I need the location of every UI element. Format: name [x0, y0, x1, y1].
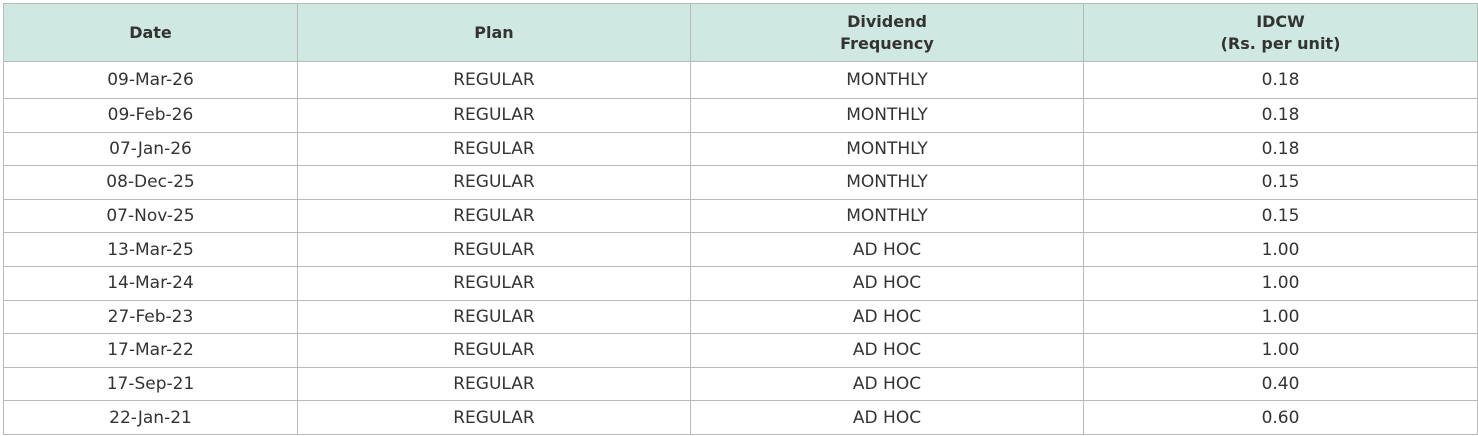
table-cell: 1.00 [1083, 299, 1478, 335]
table-cell: REGULAR [297, 232, 691, 267]
table-cell: REGULAR [297, 265, 691, 301]
table-cell: 07-Jan-26 [3, 131, 298, 167]
table-row: 14-Mar-24 REGULAR AD HOC 1.00 [3, 265, 1478, 301]
table-cell: 09-Mar-26 [3, 61, 298, 99]
table-cell: 27-Feb-23 [3, 299, 298, 335]
table-cell: REGULAR [297, 366, 691, 402]
table-cell: MONTHLY [690, 131, 1084, 167]
table-row: 07-Nov-25 REGULAR MONTHLY 0.15 [3, 198, 1478, 234]
table-cell: MONTHLY [690, 98, 1084, 133]
table-row: 13-Mar-25 REGULAR AD HOC 1.00 [3, 232, 1478, 267]
column-header: Date [3, 3, 298, 62]
table-cell: REGULAR [297, 333, 691, 368]
table-cell: AD HOC [690, 299, 1084, 335]
table-cell: MONTHLY [690, 165, 1084, 200]
table-cell: REGULAR [297, 400, 691, 435]
table-cell: 1.00 [1083, 333, 1478, 368]
table-cell: REGULAR [297, 165, 691, 200]
table-cell: 0.18 [1083, 98, 1478, 133]
table-cell: 13-Mar-25 [3, 232, 298, 267]
table-cell: 1.00 [1083, 265, 1478, 301]
table-cell: 08-Dec-25 [3, 165, 298, 200]
table-cell: 0.18 [1083, 61, 1478, 99]
table-row: 07-Jan-26 REGULAR MONTHLY 0.18 [3, 131, 1478, 167]
table-cell: 1.00 [1083, 232, 1478, 267]
table-cell: MONTHLY [690, 61, 1084, 99]
table-cell: AD HOC [690, 366, 1084, 402]
table-body: 09-Mar-26 REGULAR MONTHLY 0.18 09-Feb-26 REGU… [3, 61, 1478, 435]
table-cell: AD HOC [690, 232, 1084, 267]
table-cell: 07-Nov-25 [3, 198, 298, 234]
table-row: 17-Sep-21 REGULAR AD HOC 0.40 [3, 366, 1478, 402]
table-cell: 0.15 [1083, 198, 1478, 234]
table-cell: REGULAR [297, 98, 691, 133]
table-cell: REGULAR [297, 299, 691, 335]
table-cell: AD HOC [690, 265, 1084, 301]
table-cell: MONTHLY [690, 198, 1084, 234]
table-cell: 14-Mar-24 [3, 265, 298, 301]
table-cell: 17-Sep-21 [3, 366, 298, 402]
table-cell: 0.60 [1083, 400, 1478, 435]
table-row: 17-Mar-22 REGULAR AD HOC 1.00 [3, 333, 1478, 368]
table-cell: 0.15 [1083, 165, 1478, 200]
table-row: 27-Feb-23 REGULAR AD HOC 1.00 [3, 299, 1478, 335]
table-cell: AD HOC [690, 400, 1084, 435]
table-cell: AD HOC [690, 333, 1084, 368]
table-cell: 0.40 [1083, 366, 1478, 402]
table-row: 09-Mar-26 REGULAR MONTHLY 0.18 [3, 61, 1478, 99]
table-cell: 09-Feb-26 [3, 98, 298, 133]
table-row: 22-Jan-21 REGULAR AD HOC 0.60 [3, 400, 1478, 435]
idcw-table: Date Plan Dividend Frequency IDCW (Rs. per … [3, 3, 1478, 435]
header-row: Date Plan Dividend Frequency IDCW (Rs. per … [3, 3, 1478, 62]
column-header: Plan [297, 3, 691, 62]
table-cell: REGULAR [297, 198, 691, 234]
column-header: Dividend Frequency [690, 3, 1084, 62]
table-row: 09-Feb-26 REGULAR MONTHLY 0.18 [3, 98, 1478, 133]
table-cell: 17-Mar-22 [3, 333, 298, 368]
column-header: IDCW (Rs. per unit) [1083, 3, 1478, 62]
table-cell: 0.18 [1083, 131, 1478, 167]
table-cell: REGULAR [297, 131, 691, 167]
table-cell: 22-Jan-21 [3, 400, 298, 435]
table-cell: REGULAR [297, 61, 691, 99]
table-row: 08-Dec-25 REGULAR MONTHLY 0.15 [3, 165, 1478, 200]
